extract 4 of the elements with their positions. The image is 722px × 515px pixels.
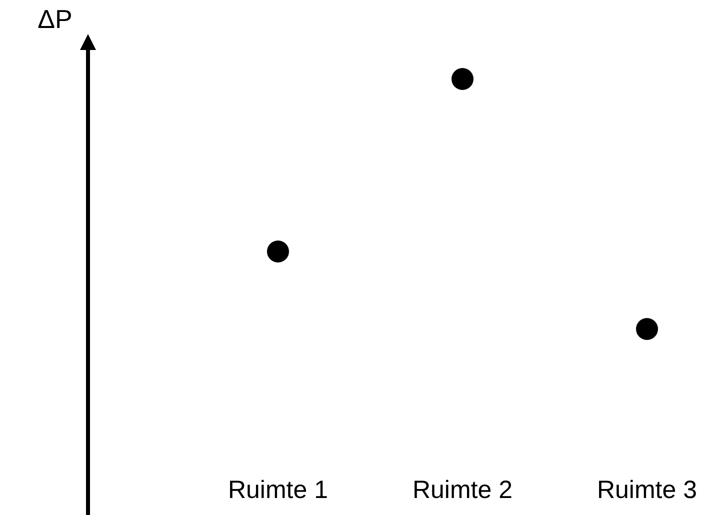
x-tick-label: Ruimte 2	[412, 476, 513, 504]
x-tick-label: Ruimte 1	[228, 476, 328, 504]
y-axis-title: ΔP	[38, 4, 72, 34]
x-tick-label: Ruimte 3	[596, 476, 698, 504]
